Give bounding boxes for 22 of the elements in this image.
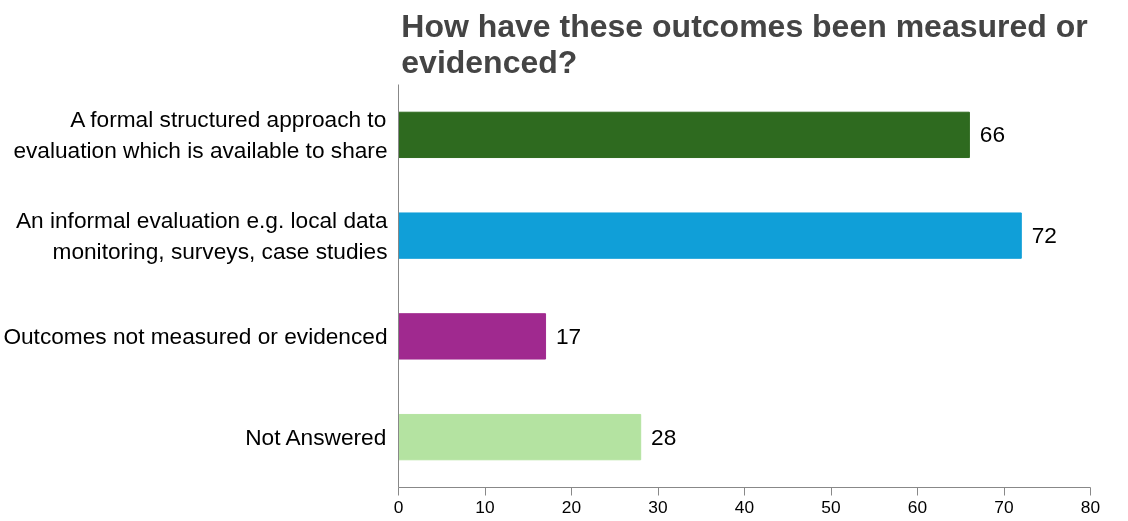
x-tick-label: 50 [821, 496, 841, 517]
data-label: 17 [555, 322, 582, 349]
y-tick-label: Outcomes not measured or evidenced [3, 323, 388, 350]
x-tick-label: 70 [994, 496, 1014, 517]
data-label: 28 [651, 423, 677, 450]
x-tick-label: 30 [648, 496, 668, 517]
y-tick-label: Not Answered [245, 424, 387, 451]
x-tick-label: 10 [475, 496, 495, 517]
y-tick-label: A formal structured approach to evaluation which is available to share [13, 106, 388, 164]
bar [398, 212, 1022, 259]
x-tick-label: 40 [734, 496, 755, 517]
bar [398, 313, 547, 360]
x-tick-label: 80 [1080, 496, 1101, 517]
x-tick-label: 20 [561, 496, 582, 517]
x-tick-label: 0 [393, 496, 404, 517]
y-tick-label: An informal evaluation e.g. local data monitoring, surveys, case studies [15, 207, 388, 265]
x-tick-label: 60 [907, 496, 928, 517]
bar [398, 413, 642, 461]
data-label: 66 [979, 121, 1005, 148]
chart-title: How have these outcomes been measured or evidenced? [401, 7, 1088, 80]
data-label: 72 [1031, 222, 1057, 249]
bar [398, 111, 970, 159]
